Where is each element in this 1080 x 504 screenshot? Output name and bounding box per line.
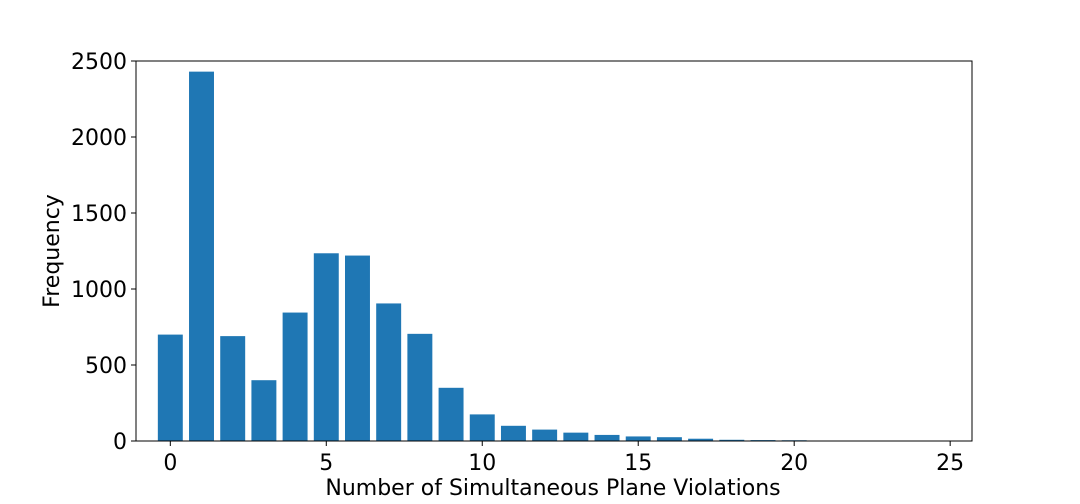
bar-3 <box>251 380 277 441</box>
y-tick-label: 0 <box>113 430 127 455</box>
y-axis-label: Frequency <box>40 194 65 308</box>
bar-12 <box>532 429 558 441</box>
bar-6 <box>345 255 370 441</box>
y-tick-label: 1500 <box>71 202 127 227</box>
x-axis-label: Number of Simultaneous Plane Violations <box>325 476 780 501</box>
bar-17 <box>688 438 714 441</box>
bar-5 <box>313 253 339 441</box>
bar-4 <box>282 312 308 441</box>
bar-0 <box>157 334 183 441</box>
bar-9 <box>438 387 464 441</box>
y-tick-label: 2500 <box>71 50 127 75</box>
x-tick-label: 20 <box>780 451 808 476</box>
bar-10 <box>469 414 495 441</box>
x-tick-label: 5 <box>319 451 333 476</box>
bar-7 <box>376 303 402 441</box>
x-tick-label: 10 <box>468 451 496 476</box>
y-tick-label: 500 <box>85 354 127 379</box>
x-tick-label: 0 <box>163 451 177 476</box>
bar-13 <box>563 432 589 441</box>
bar-11 <box>500 425 526 441</box>
bar-8 <box>407 333 433 441</box>
bar-2 <box>220 336 246 441</box>
bars <box>157 71 932 441</box>
x-axis-ticks: 0 5 10 15 20 25 <box>163 441 964 476</box>
y-axis-ticks: 0 500 1000 1500 2000 2500 <box>71 50 136 455</box>
x-tick-label: 15 <box>624 451 652 476</box>
x-tick-label: 25 <box>936 451 964 476</box>
bar-16 <box>656 437 682 441</box>
bar-14 <box>594 434 620 441</box>
bar-1 <box>189 71 214 441</box>
plot-frame <box>135 60 973 442</box>
bar-15 <box>625 436 651 441</box>
y-tick-label: 2000 <box>71 126 127 151</box>
y-tick-label: 1000 <box>71 278 127 303</box>
bar-18 <box>719 439 745 441</box>
